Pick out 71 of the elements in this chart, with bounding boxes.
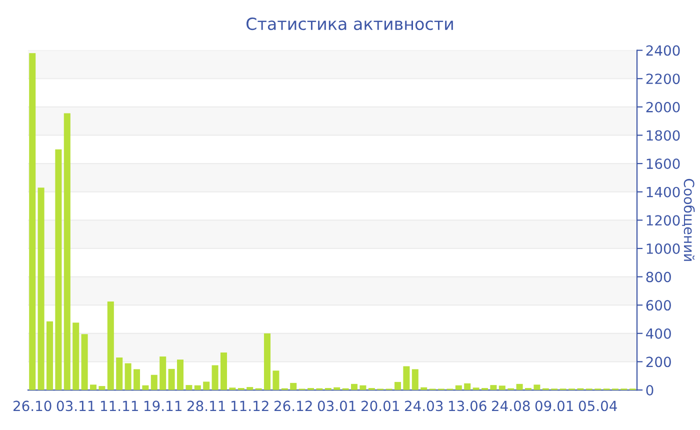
x-tick-label: 11.12 [231, 400, 268, 411]
y-tick-label: 1400 [646, 186, 680, 198]
bar [176, 360, 184, 390]
bar [81, 334, 88, 390]
y-tick-label: 200 [646, 356, 671, 368]
bar [403, 366, 410, 390]
y-tick-label: 400 [646, 328, 671, 339]
bar [116, 357, 123, 390]
bar [150, 374, 158, 390]
x-tick-label: 09.01 [535, 400, 573, 412]
bar [229, 388, 236, 390]
y-tick-label: 1200 [646, 215, 680, 226]
bar [464, 383, 471, 390]
bar [420, 387, 428, 390]
bar [90, 384, 97, 390]
x-tick-label: 03.01 [318, 400, 356, 412]
y-tick-label: 0 [646, 384, 654, 396]
bar [334, 387, 340, 390]
bar [46, 321, 54, 390]
bar [38, 188, 44, 390]
bar [360, 385, 366, 390]
x-tick-label: 19.11 [144, 400, 182, 412]
x-tick-label: 20.01 [361, 400, 399, 412]
bar [133, 369, 140, 390]
y-tick-label: 2200 [646, 74, 680, 84]
bar [264, 333, 271, 390]
bar [455, 385, 462, 390]
y-tick-label: 1000 [646, 243, 680, 254]
bar [290, 382, 297, 390]
y-tick-label: 2400 [646, 45, 680, 56]
x-tick-label: 28.11 [187, 400, 225, 412]
bar [490, 385, 497, 390]
bar [55, 149, 62, 390]
y-tick-label: 600 [646, 300, 671, 311]
bar [98, 386, 106, 390]
x-tick-label: 24.08 [492, 400, 530, 412]
x-tick-label: 26.10 [13, 400, 52, 412]
y-tick-label: 1600 [646, 158, 680, 170]
bar [246, 387, 254, 390]
y-tick-label: 2000 [646, 102, 680, 112]
bar [64, 113, 70, 390]
x-tick-label: 24.03 [404, 400, 443, 412]
chart-title: Статистика активности [246, 17, 453, 30]
x-tick-label: 13.06 [448, 400, 486, 412]
x-tick-label: 05.04 [578, 400, 617, 412]
bar [498, 386, 506, 390]
bar [186, 385, 192, 390]
bar [472, 388, 480, 390]
x-tick-label: 26.12 [274, 400, 312, 412]
y-axis-title: Сообщений [682, 178, 695, 261]
bar [212, 365, 218, 390]
x-tick-label: 11.11 [100, 400, 138, 411]
bar [72, 322, 80, 390]
bar [534, 384, 540, 390]
bar [142, 385, 149, 390]
bar [394, 382, 402, 390]
y-tick-label: 800 [646, 272, 671, 282]
bar [272, 370, 280, 390]
bar [194, 385, 201, 390]
bar [107, 302, 114, 390]
bar [124, 363, 132, 390]
y-tick-label: 1800 [646, 130, 680, 141]
bar [516, 384, 523, 390]
bar [412, 369, 418, 390]
bar [220, 352, 228, 390]
bar [350, 384, 358, 390]
x-tick-label: 03.11 [56, 400, 94, 412]
bar [29, 53, 36, 390]
bar [160, 356, 166, 390]
bar [203, 382, 210, 390]
bar [168, 368, 175, 390]
